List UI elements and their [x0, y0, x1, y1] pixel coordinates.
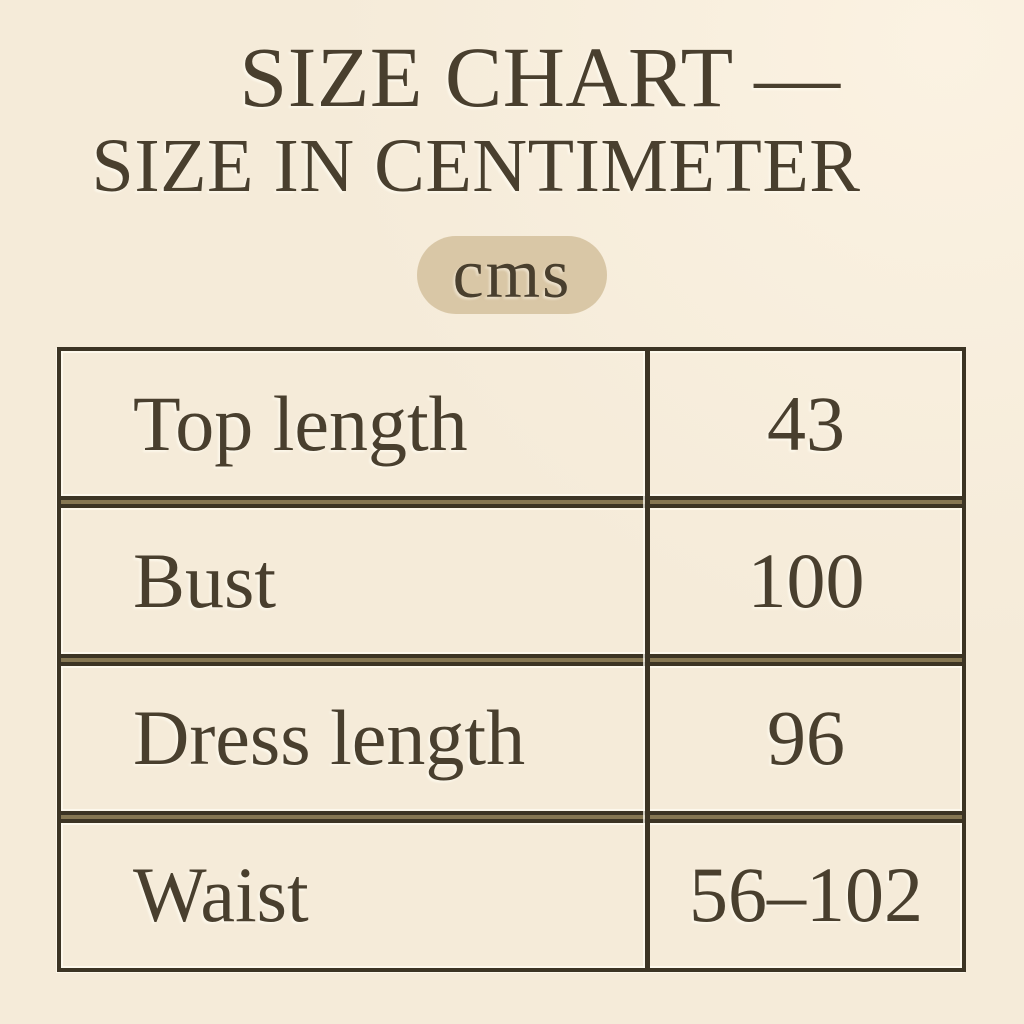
- table-row-waist: Waist 56–102: [61, 823, 962, 968]
- column-divider-line: [645, 351, 650, 968]
- measurement-value: 96: [767, 694, 845, 782]
- row-divider: [61, 810, 962, 823]
- measurement-value: 43: [767, 379, 845, 467]
- header: SIZE CHART — SIZE IN CENTIMETER cms: [0, 0, 1024, 315]
- page-subtitle: SIZE IN CENTIMETER: [91, 123, 861, 208]
- measurement-label: Bust: [133, 536, 277, 624]
- measurement-label: Top length: [133, 379, 468, 467]
- unit-badge-row: cms: [0, 236, 1024, 315]
- measurement-value: 56–102: [689, 851, 923, 939]
- size-table: Top length 43 Bust 100 Dress length 96 W…: [57, 347, 966, 972]
- row-divider: [61, 496, 962, 509]
- page-title: SIZE CHART —: [239, 29, 841, 125]
- table-row-dress-length: Dress length 96: [61, 666, 962, 811]
- measurement-label: Dress length: [133, 694, 526, 782]
- table-row-bust: Bust 100: [61, 508, 962, 653]
- measurement-value: 100: [747, 536, 865, 624]
- unit-badge: cms: [416, 236, 608, 315]
- row-divider: [61, 653, 962, 666]
- table-row-top-length: Top length 43: [61, 351, 962, 496]
- measurement-label: Waist: [133, 851, 309, 939]
